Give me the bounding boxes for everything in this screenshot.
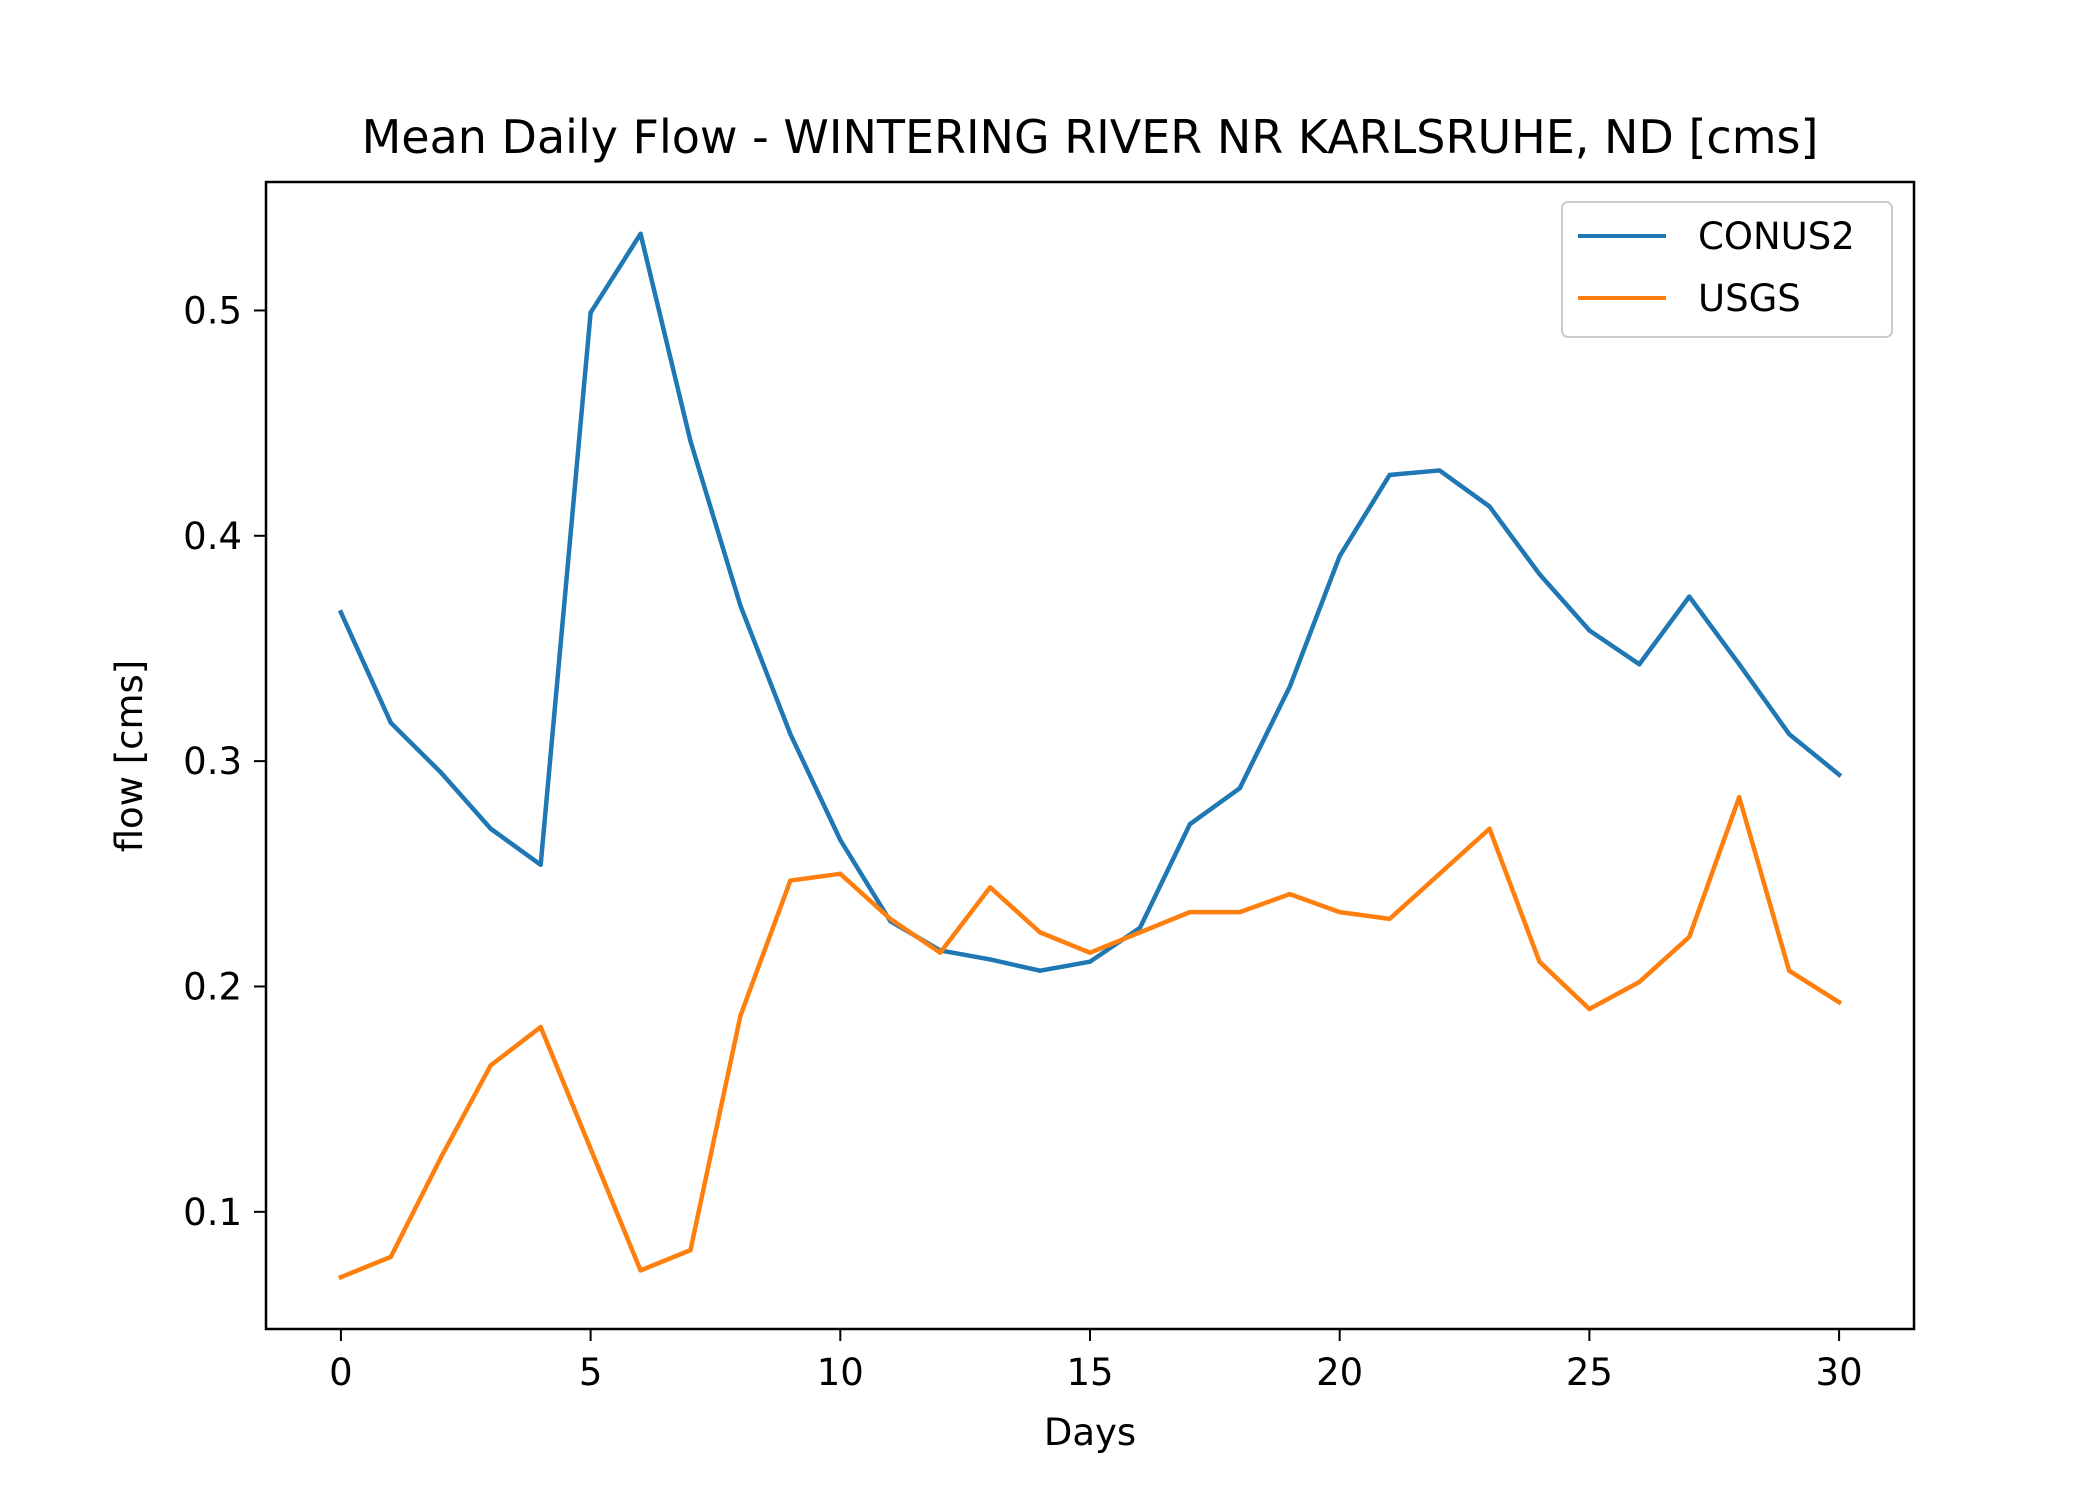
data-point-usgs-0 <box>338 1274 344 1280</box>
data-point-conus2-14 <box>1037 968 1043 973</box>
data-point-conus2-30 <box>1836 772 1842 777</box>
x-tick-label: 30 <box>1816 1351 1863 1394</box>
data-point-conus2-29 <box>1786 731 1792 737</box>
data-point-usgs-5 <box>588 1146 593 1151</box>
x-tick-label: 20 <box>1316 1351 1363 1394</box>
data-point-conus2-21 <box>1387 472 1392 478</box>
data-point-usgs-22 <box>1437 871 1442 877</box>
y-axis: 0.1 0.2 0.3 0.4 0.5 <box>183 289 266 1234</box>
y-axis-label: flow [cms] <box>108 660 151 853</box>
data-point-conus2-6 <box>638 231 643 237</box>
data-point-usgs-1 <box>388 1254 394 1260</box>
plot-content <box>337 231 1843 1281</box>
data-point-conus2-18 <box>1237 785 1243 791</box>
chart-title: Mean Daily Flow - WINTERING RIVER NR KAR… <box>362 110 1819 164</box>
data-point-conus2-3 <box>488 826 493 831</box>
data-point-conus2-7 <box>688 438 693 444</box>
data-point-conus2-28 <box>1737 662 1742 667</box>
x-tick-label: 10 <box>817 1351 864 1394</box>
data-point-usgs-10 <box>838 871 843 877</box>
data-point-conus2-1 <box>388 720 394 726</box>
data-point-usgs-26 <box>1637 979 1642 985</box>
data-point-usgs-13 <box>987 885 993 890</box>
data-point-conus2-5 <box>588 310 593 315</box>
data-point-usgs-3 <box>488 1063 493 1068</box>
legend-label-usgs: USGS <box>1698 277 1801 320</box>
data-point-conus2-23 <box>1487 504 1492 509</box>
data-point-conus2-8 <box>738 603 743 608</box>
x-tick-label: 0 <box>329 1351 353 1394</box>
data-point-usgs-30 <box>1836 1000 1842 1005</box>
data-point-usgs-25 <box>1587 1006 1592 1012</box>
legend-label-conus2: CONUS2 <box>1698 215 1855 258</box>
data-point-conus2-10 <box>838 837 843 843</box>
data-point-usgs-18 <box>1237 909 1243 915</box>
data-point-conus2-0 <box>338 610 344 615</box>
data-point-usgs-23 <box>1487 826 1492 831</box>
data-point-usgs-11 <box>888 916 893 922</box>
data-point-conus2-16 <box>1137 925 1143 931</box>
y-tick-label: 0.5 <box>183 289 242 332</box>
x-tick-label: 5 <box>579 1351 603 1394</box>
data-point-usgs-15 <box>1087 950 1093 955</box>
data-point-conus2-13 <box>987 957 993 962</box>
data-point-usgs-24 <box>1537 959 1542 964</box>
data-point-conus2-20 <box>1337 553 1342 559</box>
data-point-conus2-17 <box>1187 822 1193 827</box>
data-point-conus2-22 <box>1437 468 1442 473</box>
data-point-usgs-29 <box>1786 968 1792 973</box>
y-tick-label: 0.2 <box>183 965 242 1008</box>
data-point-conus2-4 <box>538 862 543 867</box>
data-point-usgs-27 <box>1687 934 1692 940</box>
data-point-usgs-8 <box>738 1013 743 1018</box>
data-point-conus2-25 <box>1587 628 1592 633</box>
data-point-usgs-14 <box>1037 930 1043 935</box>
data-point-usgs-28 <box>1737 794 1742 800</box>
data-point-conus2-24 <box>1537 571 1542 577</box>
data-point-usgs-20 <box>1337 909 1342 915</box>
data-point-usgs-12 <box>937 950 943 955</box>
data-point-usgs-17 <box>1187 909 1193 915</box>
x-axis-label: Days <box>1044 1411 1136 1454</box>
data-point-usgs-9 <box>788 878 793 883</box>
data-point-conus2-27 <box>1687 594 1692 599</box>
x-axis: 0 5 10 15 20 25 30 <box>329 1329 1863 1394</box>
data-point-usgs-2 <box>438 1155 443 1160</box>
data-point-conus2-26 <box>1637 662 1642 667</box>
x-tick-label: 25 <box>1566 1351 1613 1394</box>
y-tick-label: 0.4 <box>183 515 242 558</box>
data-point-usgs-4 <box>538 1024 543 1030</box>
data-point-conus2-19 <box>1287 684 1292 689</box>
data-point-usgs-21 <box>1387 916 1392 922</box>
data-point-conus2-2 <box>438 770 443 775</box>
y-tick-label: 0.3 <box>183 740 242 783</box>
x-tick-label: 15 <box>1066 1351 1113 1394</box>
data-point-usgs-19 <box>1287 891 1292 897</box>
data-point-usgs-6 <box>638 1268 643 1273</box>
data-point-conus2-9 <box>788 731 793 737</box>
data-point-usgs-16 <box>1137 930 1143 935</box>
data-point-usgs-7 <box>688 1247 693 1253</box>
legend: CONUS2 USGS <box>1561 201 1893 338</box>
y-tick-label: 0.1 <box>183 1191 242 1234</box>
data-point-conus2-15 <box>1087 959 1093 964</box>
